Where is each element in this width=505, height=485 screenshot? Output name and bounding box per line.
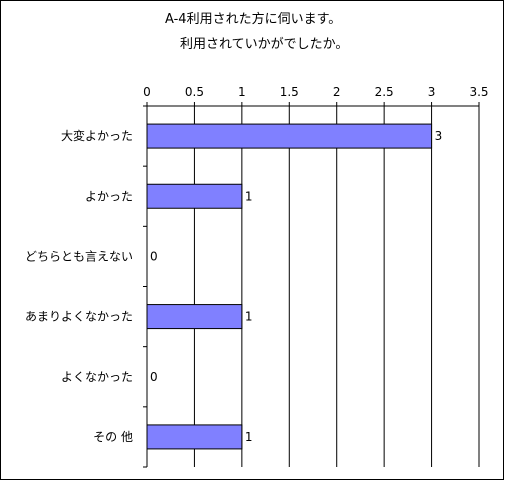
x-tick-label-7: 3.5: [469, 85, 488, 99]
chart-title-line-1: A-4利用された方に伺います。: [165, 11, 341, 27]
data-label-5: 0: [150, 370, 158, 384]
labels: 大変よかった 3 よかった 1 どちらとも言えない 0 あまりよくなかった 1 よくなかった 0 そ…: [25, 128, 442, 444]
chart-title-line-2: 利用されていかがでしたか。: [180, 37, 348, 52]
bar-1: [146, 123, 433, 149]
chart-title: A-4利用された方に伺います。 利用されていかがでしたか。: [165, 11, 348, 52]
y-category-label-5: よくなかった: [61, 370, 133, 384]
data-label-4: 1: [245, 310, 253, 324]
x-tick-label-1: 0.5: [185, 85, 204, 99]
data-label-2: 1: [245, 189, 253, 203]
x-tick-label-2: 1: [238, 85, 246, 99]
data-label-6: 1: [245, 430, 253, 444]
x-tick-label-6: 3: [428, 85, 436, 99]
x-tick-label-0: 0: [143, 85, 151, 99]
x-tick-label-5: 2.5: [375, 85, 394, 99]
y-category-label-3: どちらとも言えない: [25, 249, 133, 263]
y-category-label-1: 大変よかった: [61, 128, 133, 143]
x-tick-label-3: 1.5: [280, 85, 299, 99]
y-category-label-2: よかった: [85, 189, 133, 203]
data-label-1: 3: [435, 129, 443, 143]
gridlines: [193, 106, 480, 467]
y-category-label-4: あまりよくなかった: [25, 310, 133, 324]
data-label-3: 0: [150, 249, 158, 263]
x-tick-label-4: 2: [333, 85, 341, 99]
y-category-label-6: その 他: [93, 430, 133, 444]
axes: 0 0.5 1 1.5 2 2.5 3 3.5: [143, 85, 489, 468]
bar-6: [146, 424, 243, 450]
bars: [146, 123, 433, 450]
bar-4: [146, 304, 243, 330]
bar-2: [146, 183, 243, 209]
